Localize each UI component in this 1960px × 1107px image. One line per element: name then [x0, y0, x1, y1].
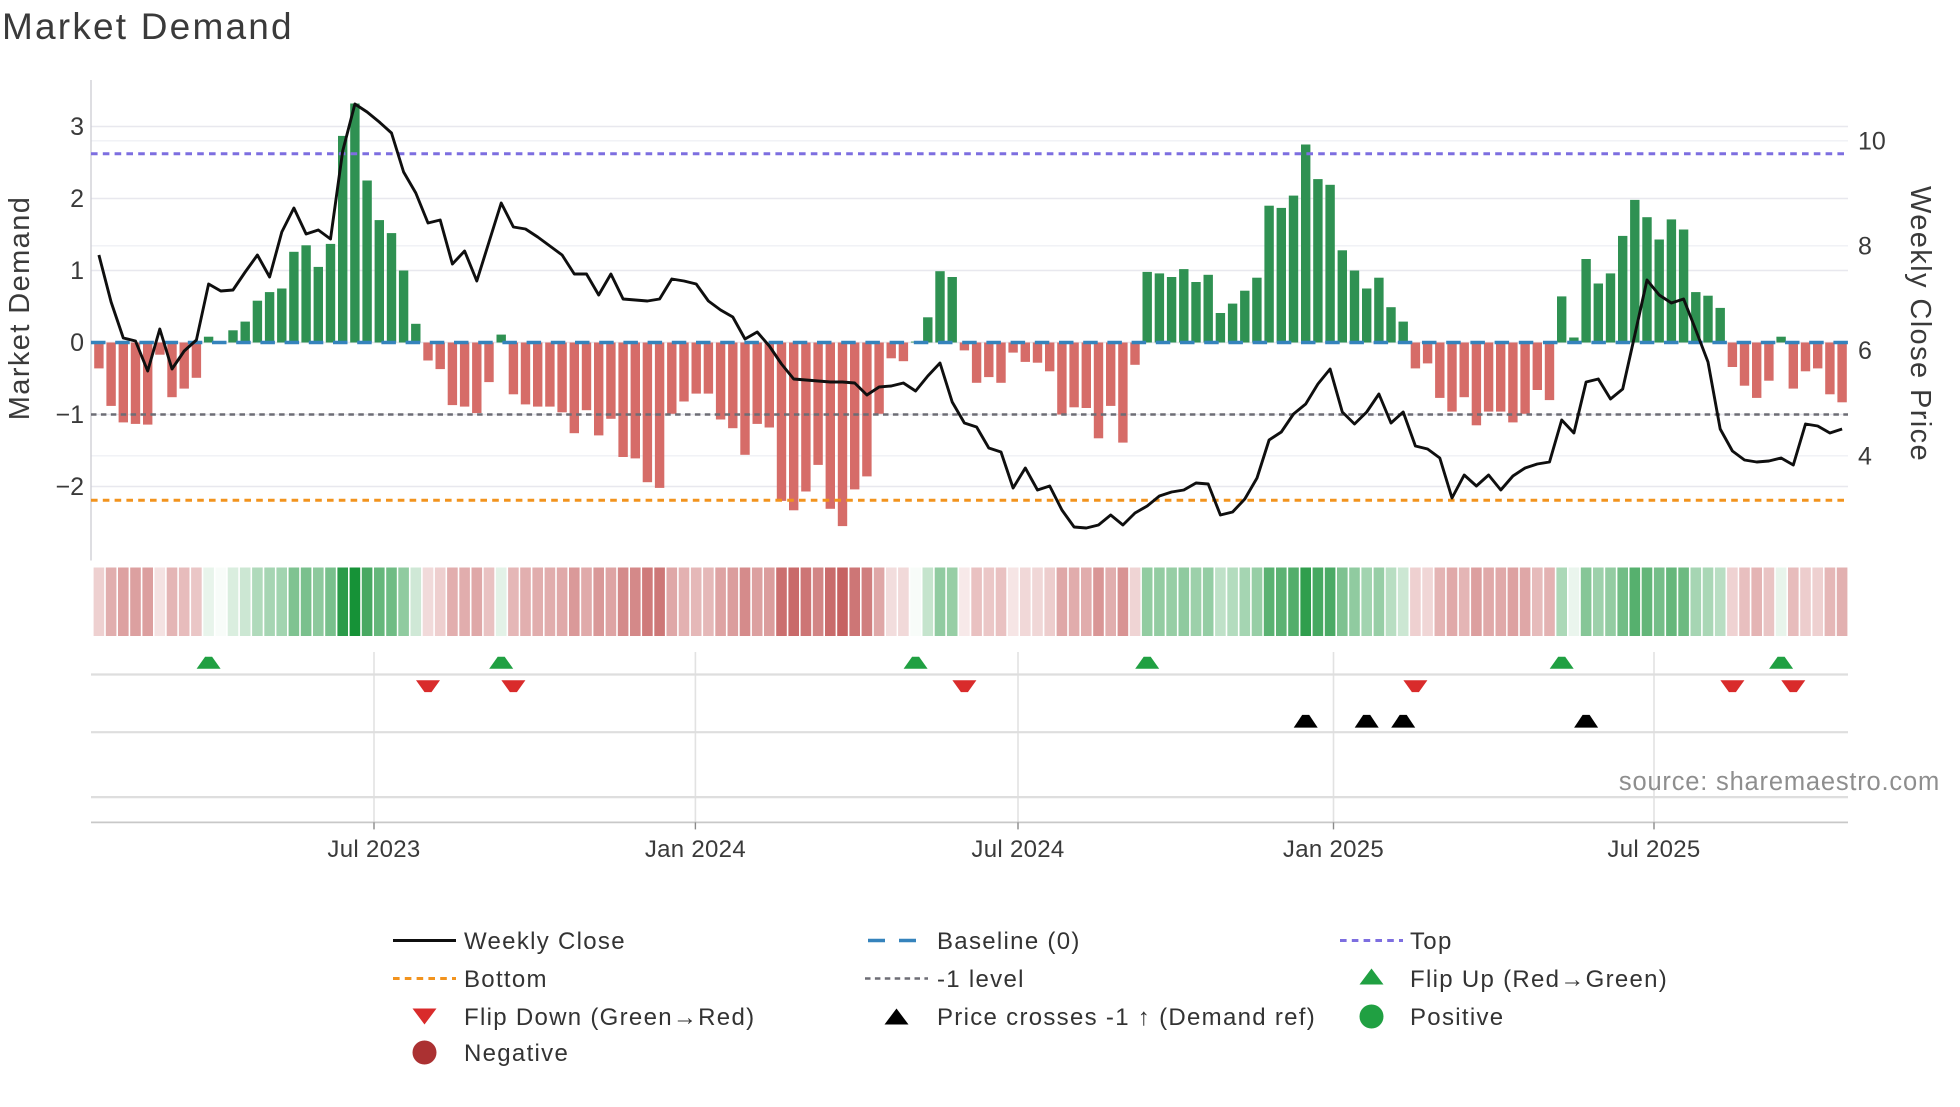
- svg-text:Market Demand: Market Demand: [4, 196, 36, 421]
- svg-text:Price crosses -1 ↑ (Demand ref: Price crosses -1 ↑ (Demand ref): [937, 1004, 1316, 1031]
- svg-text:8: 8: [1858, 232, 1872, 260]
- svg-text:Flip Up (Red→Green): Flip Up (Red→Green): [1410, 966, 1668, 993]
- svg-text:Negative: Negative: [464, 1040, 569, 1067]
- svg-text:Jan 2025: Jan 2025: [1283, 836, 1384, 863]
- svg-text:source: sharemaestro.com: source: sharemaestro.com: [1619, 768, 1940, 796]
- svg-text:6: 6: [1858, 337, 1872, 365]
- svg-text:−1: −1: [55, 401, 84, 429]
- svg-text:Flip Down (Green→Red): Flip Down (Green→Red): [464, 1004, 755, 1031]
- svg-text:−2: −2: [55, 473, 84, 501]
- svg-text:Jan 2024: Jan 2024: [645, 836, 746, 863]
- svg-text:Jul 2024: Jul 2024: [971, 836, 1064, 863]
- svg-text:Weekly Close Price: Weekly Close Price: [1904, 186, 1936, 462]
- svg-text:3: 3: [70, 113, 84, 141]
- svg-text:Market Demand: Market Demand: [2, 6, 294, 47]
- svg-text:4: 4: [1858, 442, 1872, 470]
- svg-text:1: 1: [70, 257, 84, 285]
- svg-text:Jul 2023: Jul 2023: [327, 836, 420, 863]
- svg-text:Jul 2025: Jul 2025: [1607, 836, 1700, 863]
- svg-text:0: 0: [70, 329, 84, 357]
- svg-text:2: 2: [70, 185, 84, 213]
- svg-text:10: 10: [1858, 127, 1886, 155]
- svg-text:Positive: Positive: [1410, 1004, 1504, 1031]
- svg-text:Weekly Close: Weekly Close: [464, 928, 626, 955]
- svg-text:-1 level: -1 level: [937, 966, 1025, 993]
- svg-text:Bottom: Bottom: [464, 966, 548, 993]
- svg-text:Baseline (0): Baseline (0): [937, 928, 1081, 955]
- svg-text:Top: Top: [1410, 928, 1453, 955]
